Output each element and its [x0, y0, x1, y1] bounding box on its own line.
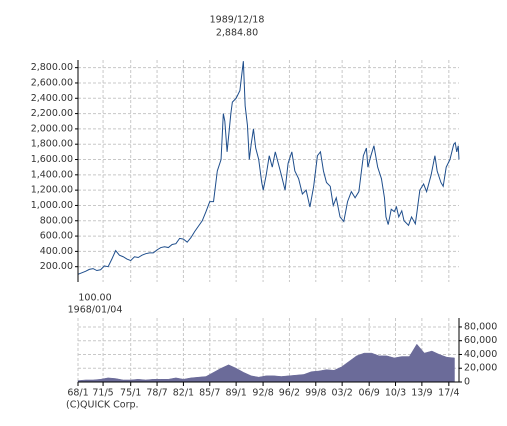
y-tick-label: 1,000.00: [31, 200, 73, 211]
y-tick-label: 1,200.00: [31, 185, 73, 196]
x-tick-label: 71/5: [92, 388, 113, 399]
y-tick-label: 1,800.00: [31, 139, 73, 150]
y-tick-label: 2,600.00: [31, 77, 73, 88]
credit: (C)QUICK Corp.: [66, 400, 139, 411]
y-tick-label: 2,400.00: [31, 93, 73, 104]
y-tick-label: 60,000: [464, 335, 497, 346]
y-tick-label: 200.00: [40, 261, 73, 272]
y-tick-label: 400.00: [40, 246, 73, 257]
y-tick-label: 2,800.00: [31, 62, 73, 73]
x-tick-label: 96/2: [279, 388, 300, 399]
x-tick-label: 06/9: [358, 388, 379, 399]
x-tick-label: 99/8: [305, 388, 326, 399]
y-tick-label: 1,600.00: [31, 154, 73, 165]
x-tick-label: 82/1: [173, 388, 194, 399]
start-value: 100.00: [78, 293, 111, 304]
x-tick-label: 85/7: [199, 388, 220, 399]
x-tick-label: 89/1: [225, 388, 246, 399]
y-tick-label: 20,000: [464, 363, 497, 374]
x-tick-label: 78/7: [146, 388, 167, 399]
x-tick-label: 92/8: [252, 388, 273, 399]
peak-date: 1989/12/18: [210, 15, 265, 26]
peak-value: 2,884.80: [216, 28, 258, 39]
start-date: 1968/01/04: [68, 305, 123, 316]
x-tick-label: 75/1: [120, 388, 141, 399]
y-tick-label: 800.00: [40, 215, 73, 226]
x-tick-label: 68/1: [67, 388, 88, 399]
y-tick-label: 40,000: [464, 349, 497, 360]
x-tick-label: 10/3: [385, 388, 406, 399]
y-tick-label: 80,000: [464, 321, 497, 332]
price-line: [77, 61, 460, 275]
y-tick-label: 1,400.00: [31, 169, 73, 180]
y-tick-label: 2,000.00: [31, 123, 73, 134]
x-tick-label: 13/9: [411, 388, 432, 399]
x-tick-label: 03/2: [331, 388, 352, 399]
x-tick-label: 17/4: [438, 388, 459, 399]
y-tick-label: 2,200.00: [31, 108, 73, 119]
volume-area: [77, 343, 455, 383]
y-tick-label: 600.00: [40, 231, 73, 242]
y-tick-label: 0: [464, 377, 470, 388]
